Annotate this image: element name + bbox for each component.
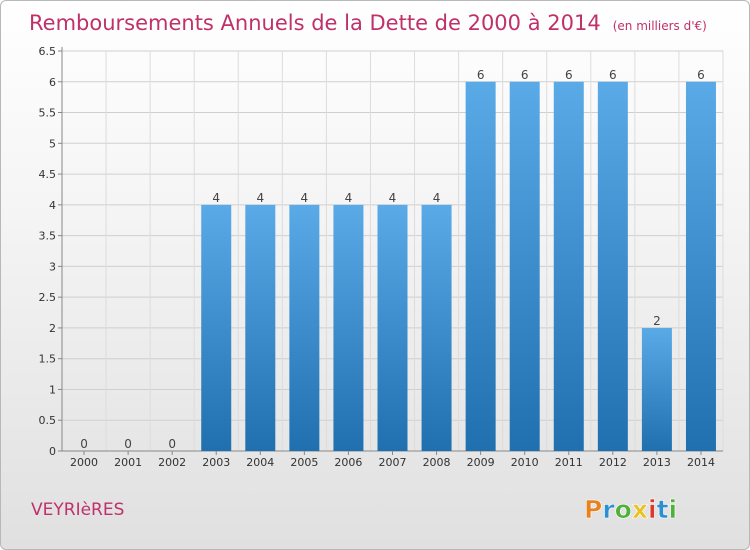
x-tick-label: 2006 xyxy=(334,456,362,469)
x-tick-label: 2008 xyxy=(423,456,451,469)
value-label: 6 xyxy=(609,68,617,82)
y-tick-label: 0 xyxy=(49,445,56,458)
bars xyxy=(201,81,716,452)
value-label: 4 xyxy=(212,191,220,205)
y-tick-label: 1.5 xyxy=(39,353,57,366)
value-label: 4 xyxy=(345,191,353,205)
x-tick-label: 2014 xyxy=(687,456,715,469)
bar-2005 xyxy=(289,204,320,451)
bar-2011 xyxy=(553,81,584,452)
x-tick-label: 2007 xyxy=(379,456,407,469)
bar-2010 xyxy=(509,81,540,452)
bar-2006 xyxy=(333,204,364,451)
y-tick-label: 0.5 xyxy=(39,414,57,427)
y-tick-label: 4.5 xyxy=(39,168,57,181)
chart-title: Remboursements Annuels de la Dette de 20… xyxy=(29,11,707,35)
bar-2014 xyxy=(685,81,716,452)
value-label: 0 xyxy=(168,437,176,451)
y-tick-label: 5 xyxy=(49,137,56,150)
bar-2003 xyxy=(201,204,232,451)
x-tick-label: 2009 xyxy=(467,456,495,469)
x-tick-label: 2002 xyxy=(158,456,186,469)
y-tick-label: 1 xyxy=(49,383,56,396)
y-tick-label: 3 xyxy=(49,260,56,273)
x-tick-label: 2012 xyxy=(599,456,627,469)
value-labels: 0 0 0 4 4 4 4 4 4 6 6 6 6 2 6 xyxy=(80,68,705,451)
value-label: 0 xyxy=(124,437,132,451)
y-tick-label: 3.5 xyxy=(39,230,57,243)
x-tick-label: 2001 xyxy=(114,456,142,469)
value-label: 6 xyxy=(521,68,529,82)
x-tick-label: 2011 xyxy=(555,456,583,469)
value-label: 0 xyxy=(80,437,88,451)
bar-2009 xyxy=(465,81,496,452)
bar-2012 xyxy=(597,81,628,452)
y-tick-label: 4 xyxy=(49,199,56,212)
x-tick-label: 2013 xyxy=(643,456,671,469)
y-tick-label: 2 xyxy=(49,322,56,335)
value-label: 6 xyxy=(697,68,705,82)
y-tick-label: 2.5 xyxy=(39,291,57,304)
value-label: 4 xyxy=(389,191,397,205)
bar-2008 xyxy=(421,204,452,451)
value-label: 6 xyxy=(477,68,485,82)
gridlines xyxy=(61,50,724,452)
value-label: 6 xyxy=(565,68,573,82)
y-tick-label: 6.5 xyxy=(39,45,57,58)
proxiti-logo: Proxiti xyxy=(584,495,677,524)
x-tick-label: 2000 xyxy=(70,456,98,469)
x-tick-label: 2004 xyxy=(246,456,274,469)
x-tick-label: 2005 xyxy=(290,456,318,469)
bar-2007 xyxy=(377,204,408,451)
x-tick-label: 2003 xyxy=(202,456,230,469)
y-tick-label: 5.5 xyxy=(39,107,57,120)
value-label: 4 xyxy=(256,191,264,205)
value-label: 2 xyxy=(653,314,661,328)
value-label: 4 xyxy=(433,191,441,205)
bar-2004 xyxy=(245,204,276,451)
bar-2013 xyxy=(641,327,672,451)
x-tick-label: 2010 xyxy=(511,456,539,469)
value-label: 4 xyxy=(301,191,309,205)
place-name: VEYRIèRES xyxy=(31,500,124,520)
y-tick-label: 6 xyxy=(49,76,56,89)
